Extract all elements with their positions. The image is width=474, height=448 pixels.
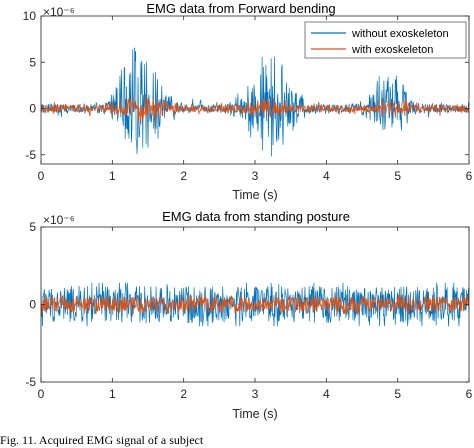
y-tick-label: 5	[29, 220, 36, 234]
chart-standing-posture: EMG data from standing posture ×10⁻⁶ 0 1 2…	[25, 209, 472, 421]
legend-label-without-exoskeleton: without exoskeleton	[351, 28, 449, 40]
x-tick-label: 2	[180, 387, 187, 401]
series-line-with-exoskeleton	[41, 294, 469, 315]
legend-box	[304, 21, 467, 59]
chart2-title: EMG data from standing posture	[162, 209, 350, 224]
chart1-scale-factor: ×10⁻⁶	[43, 5, 75, 19]
y-tick-label: -5	[25, 375, 36, 389]
legend-label-with-exoskeleton: with exoskeleton	[351, 44, 433, 56]
chart2-x-axis-label: Time (s)	[232, 407, 277, 421]
chart1-title: EMG data from Forward bending	[146, 1, 335, 16]
chart1-series-group	[41, 47, 469, 157]
chart1-legend: without exoskeleton with exoskeleton	[304, 21, 467, 59]
y-tick-label: 10	[23, 9, 37, 23]
x-tick-label: 3	[252, 169, 259, 183]
x-tick-label: 1	[109, 169, 116, 183]
x-tick-label: 3	[252, 387, 259, 401]
series-line-without-exoskeleton	[41, 282, 469, 327]
chart2-scale-factor: ×10⁻⁶	[43, 213, 75, 227]
x-tick-label: 2	[180, 169, 187, 183]
series-line-without-exoskeleton	[41, 47, 469, 157]
chart-forward-bending: EMG data from Forward bending ×10⁻⁶ 0 1 2 3…	[23, 1, 473, 202]
chart1-x-axis-label: Time (s)	[232, 188, 277, 202]
chart2-series-group	[41, 282, 469, 327]
x-tick-label: 0	[38, 169, 45, 183]
y-tick-label: 0	[29, 102, 36, 116]
x-tick-label: 0	[38, 387, 45, 401]
figure-caption: Fig. 11. Acquired EMG signal of a subjec…	[0, 433, 204, 447]
x-tick-label: 4	[323, 387, 330, 401]
y-tick-label: 5	[29, 55, 36, 69]
y-tick-label: -5	[25, 148, 36, 162]
x-tick-label: 5	[394, 387, 401, 401]
series-line-with-exoskeleton	[41, 94, 469, 125]
x-tick-label: 1	[109, 387, 116, 401]
x-tick-label: 6	[466, 387, 473, 401]
x-tick-label: 5	[394, 169, 401, 183]
chart2-ticks: 0 1 2 3 4 5 6-505	[25, 220, 472, 401]
y-tick-label: 0	[29, 298, 36, 312]
x-tick-label: 4	[323, 169, 330, 183]
x-tick-label: 6	[466, 169, 473, 183]
